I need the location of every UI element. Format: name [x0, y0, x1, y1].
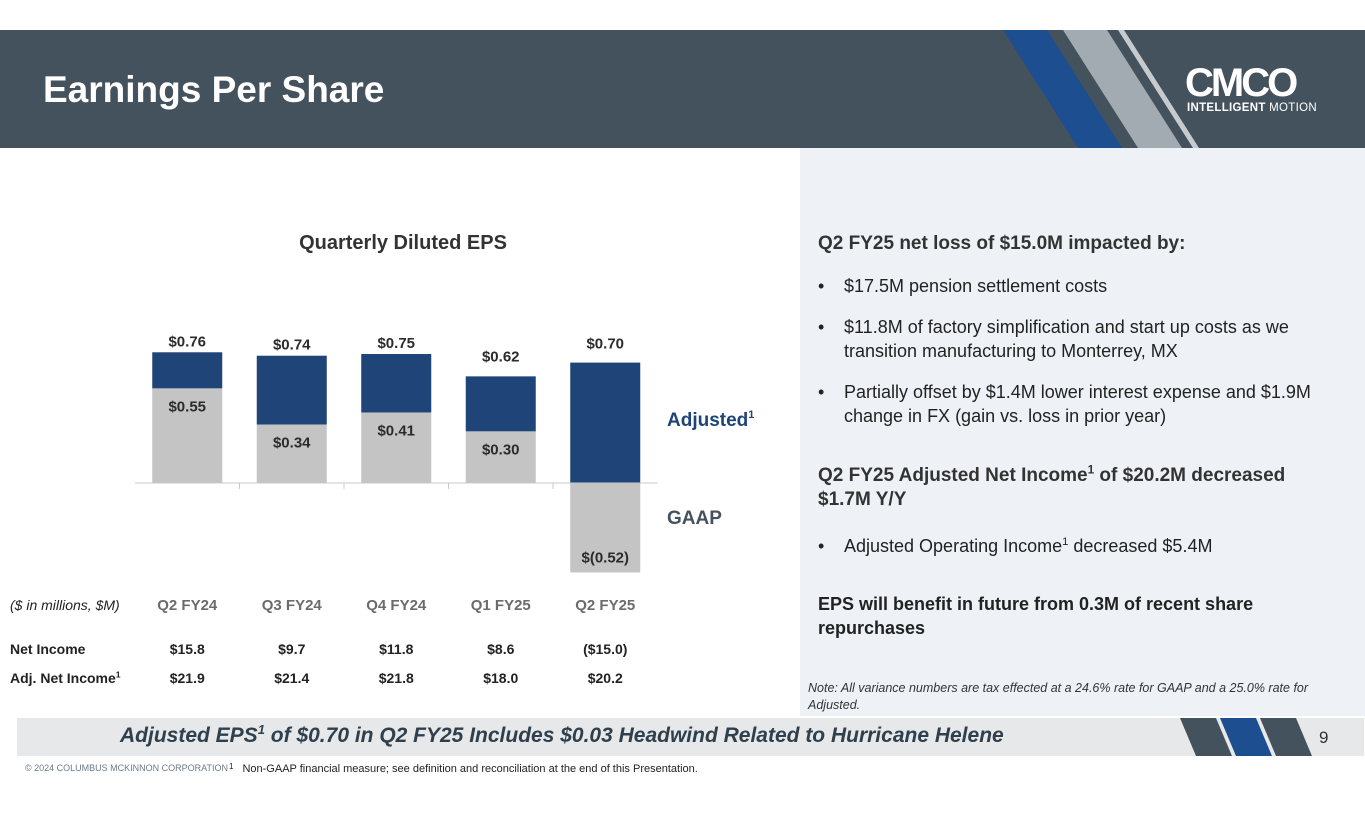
footnote: 1 Non-GAAP financial measure; see definit… [229, 762, 698, 775]
adjusted-value-label: $0.75 [377, 335, 415, 352]
table-cell: ($15.0) [583, 641, 628, 657]
adjusted-bar [256, 355, 327, 425]
footer-stripes [1180, 718, 1312, 756]
gaap-bar [152, 388, 223, 483]
adjusted-value-label: $0.70 [586, 336, 624, 353]
legend-gaap: GAAP [667, 508, 722, 529]
eps-benefit-note: EPS will benefit in future from 0.3M of … [818, 594, 1254, 638]
gaap-bar [256, 424, 327, 483]
header-stripe-white [1118, 30, 1199, 148]
footer-banner [17, 718, 1364, 756]
page-title: Earnings Per Share [43, 69, 385, 110]
bullet-pension: $17.5M pension settlement costs [818, 274, 1348, 298]
table-col-header: Q4 FY24 [366, 597, 427, 614]
table-col-header: Q3 FY24 [261, 597, 322, 614]
units-label: ($ in millions, $M) [10, 597, 120, 613]
adjusted-bar [152, 352, 223, 389]
eps-bar-chart: $0.55 $0.76 $0.34 $0.74 $0.41 $0.75 $0.30 $0.62… [135, 333, 754, 573]
header-stripes [1003, 30, 1199, 148]
logo-wordmark: CMCO [1185, 62, 1297, 105]
adjusted-value-label: $0.76 [168, 333, 206, 350]
table-col-header: Q2 FY25 [575, 597, 636, 614]
bullet-adj-operating-income: Adjusted Operating Income1 decreased $5.… [818, 534, 1348, 558]
page-number: 9 [1319, 728, 1329, 747]
bullet-factory: $11.8M of factory simplification and sta… [818, 315, 1348, 363]
cmco-logo: CMCO CMCO [1185, 62, 1300, 105]
bullet-offset: Partially offset by $1.4M lower interest… [818, 380, 1348, 428]
row-label: Adj. Net Income1 [10, 669, 121, 686]
gaap-value-label: $0.55 [168, 398, 206, 415]
adjusted-bar [361, 354, 432, 413]
adj-net-income-heading: Q2 FY25 Adjusted Net Income1 of $20.2M d… [818, 463, 1286, 510]
table-cell: $21.9 [169, 670, 205, 686]
table-cell: $11.8 [379, 641, 414, 657]
legend-superscript: 1 [748, 409, 754, 421]
gaap-bar [361, 412, 432, 483]
gaap-value-label: $0.41 [377, 422, 415, 439]
table-cell: $21.4 [274, 670, 310, 686]
gaap-value-label: $0.34 [273, 435, 311, 452]
table-cell: $9.7 [278, 641, 306, 657]
header-banner: Earnings Per Share CMCO CMCO INTELLIGENT… [0, 30, 1365, 148]
header-stripe-gray [1063, 30, 1182, 148]
table-cell: $18.0 [483, 670, 519, 686]
table-col-header: Q1 FY25 [470, 597, 531, 614]
commentary-panel [800, 148, 1365, 716]
net-loss-heading: Q2 FY25 net loss of $15.0M impacted by: [818, 233, 1186, 254]
footer-stripe-dark [1260, 718, 1312, 756]
table-cell: $21.8 [378, 670, 414, 686]
header-stripe-blue [1003, 30, 1122, 148]
table-cell: $20.2 [587, 670, 623, 686]
logo-tagline: INTELLIGENT MOTION [1187, 102, 1317, 114]
chart-title: Quarterly Diluted EPS [299, 232, 507, 254]
gaap-value-label: $(0.52) [581, 549, 629, 566]
adjusted-value-label: $0.74 [273, 337, 311, 354]
table-col-header: Q2 FY24 [157, 597, 218, 614]
legend-adjusted: Adjusted1 [667, 409, 754, 431]
copyright: © 2024 COLUMBUS MCKINNON CORPORATION [25, 763, 228, 773]
row-label: Net Income [10, 641, 86, 657]
adjusted-bar [570, 362, 641, 483]
table-cell: $8.6 [487, 641, 515, 657]
adjusted-value-label: $0.62 [482, 348, 520, 365]
table-cell: $15.8 [169, 641, 205, 657]
gaap-bar [570, 483, 641, 573]
gaap-value-label: $0.30 [482, 441, 520, 458]
footer-headline: Adjusted EPS1 of $0.70 in Q2 FY25 Includ… [120, 722, 1004, 747]
footer-stripe-blue [1220, 718, 1272, 756]
footer-stripe-dark [1180, 718, 1232, 756]
tax-note: Note: All variance numbers are tax effec… [808, 681, 1309, 712]
adjusted-bar [465, 376, 536, 432]
gaap-bar [465, 431, 536, 483]
